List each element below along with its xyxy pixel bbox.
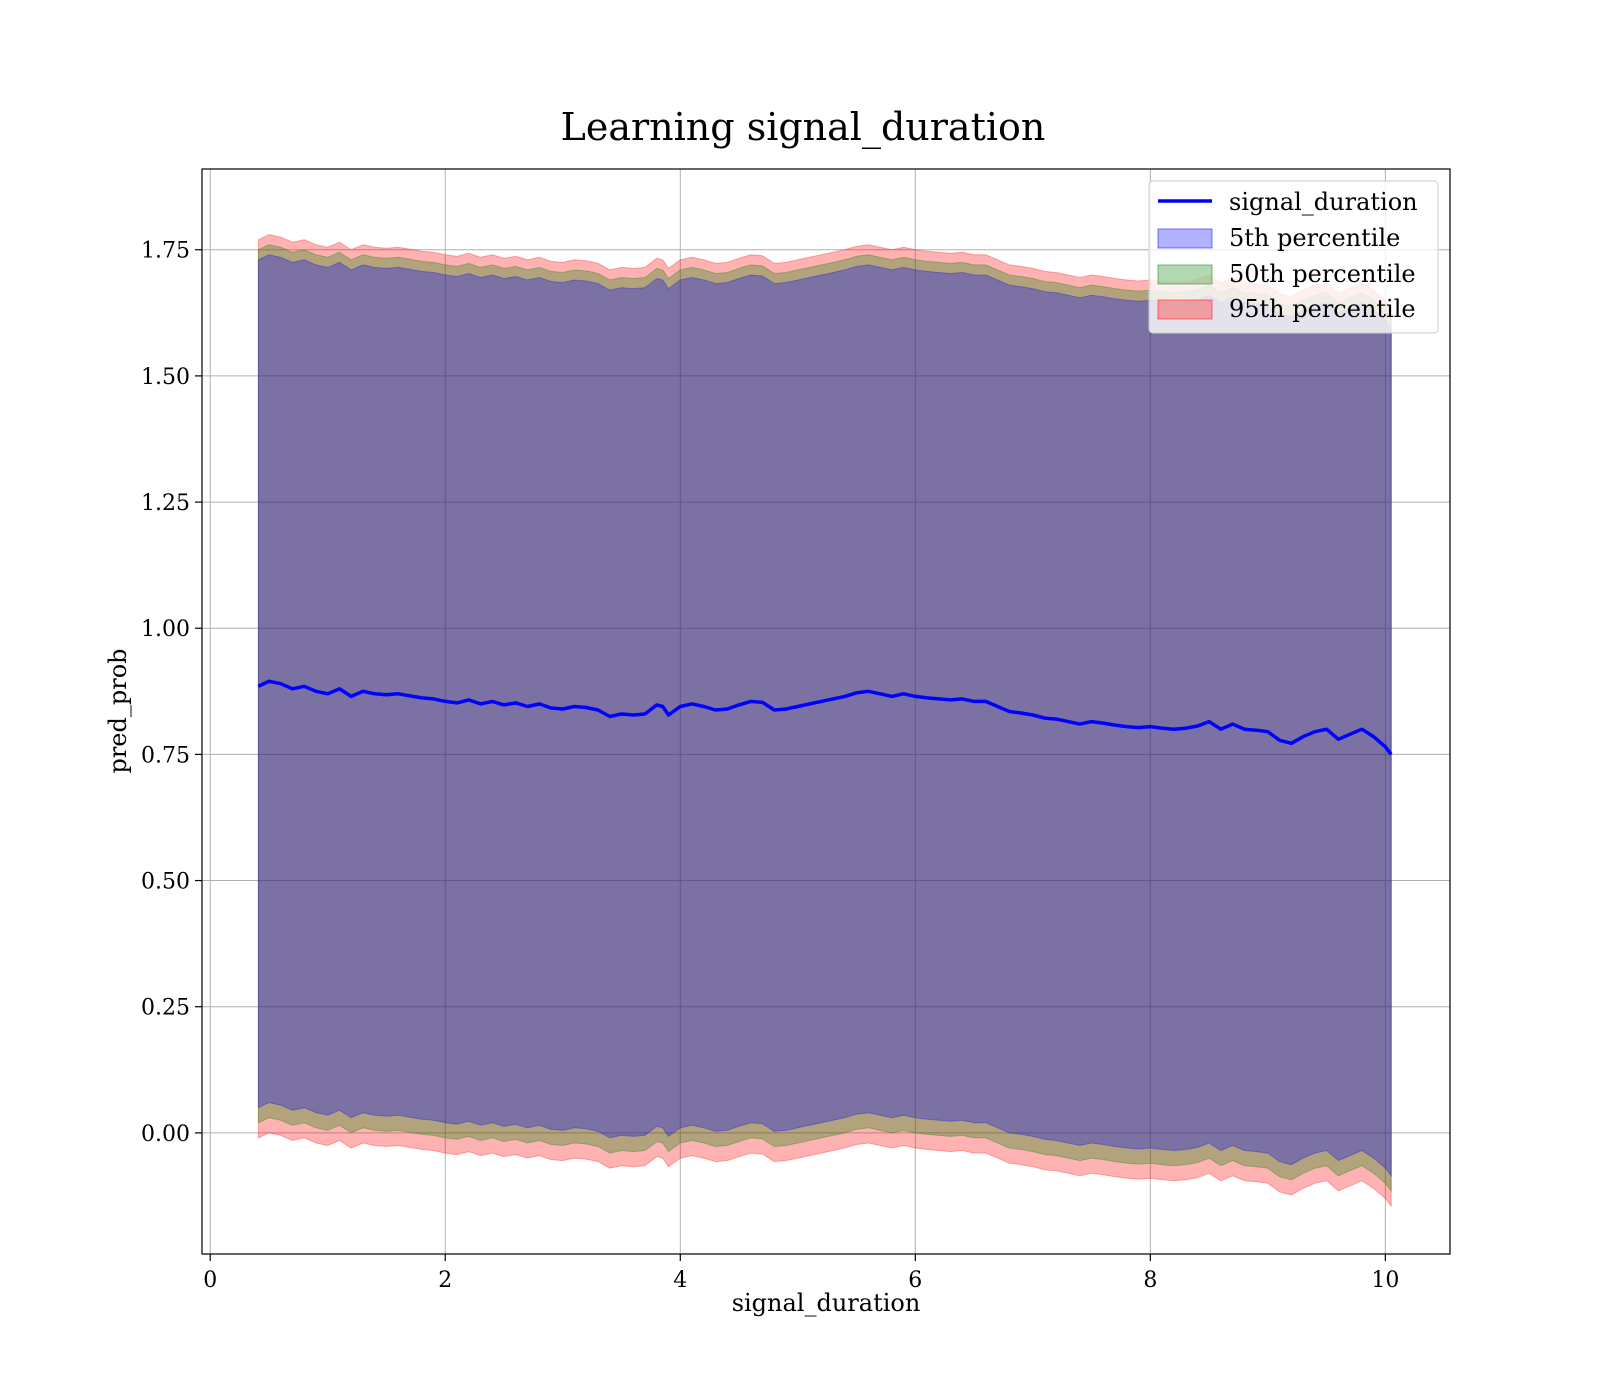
legend-label-50th-percentile: 50th percentile bbox=[1229, 260, 1416, 288]
legend-label-5th-percentile: 5th percentile bbox=[1229, 224, 1400, 252]
plot-area bbox=[202, 169, 1450, 1254]
legend: signal_duration 5th percentile 50th perc… bbox=[1148, 180, 1439, 334]
y-tick-label: 0.25 bbox=[141, 996, 190, 1021]
y-tick-label: 1.50 bbox=[141, 365, 190, 390]
x-axis-label: signal_duration bbox=[732, 1289, 921, 1317]
y-tick-label: 1.00 bbox=[141, 617, 190, 642]
legend-swatch-5th-percentile bbox=[1157, 228, 1213, 249]
y-axis-ticks: 0.00 0.25 0.50 0.75 1.00 1.25 1.50 1.75 bbox=[141, 239, 202, 1147]
x-tick-label: 10 bbox=[1371, 1268, 1399, 1293]
legend-swatch-95th-percentile bbox=[1157, 299, 1213, 320]
y-tick-label: 0.50 bbox=[141, 870, 190, 895]
chart-title: Learning signal_duration bbox=[561, 105, 1046, 150]
plot-frame bbox=[201, 168, 1451, 1255]
y-tick-label: 0.00 bbox=[141, 1122, 190, 1147]
x-tick-label: 6 bbox=[908, 1268, 922, 1293]
band-5th-percentile bbox=[257, 254, 1392, 1178]
line-signal-duration bbox=[257, 679, 1393, 756]
x-tick-label: 0 bbox=[203, 1268, 217, 1293]
legend-swatch-50th-percentile bbox=[1157, 264, 1213, 285]
y-tick-label: 1.25 bbox=[141, 491, 190, 516]
legend-box bbox=[1148, 180, 1439, 334]
x-tick-label: 8 bbox=[1143, 1268, 1157, 1293]
series-lines bbox=[257, 679, 1393, 756]
percentile-bands bbox=[257, 234, 1392, 1208]
band-50th-percentile bbox=[257, 244, 1392, 1193]
band-95th-percentile bbox=[257, 234, 1392, 1208]
legend-label-95th-percentile: 95th percentile bbox=[1229, 295, 1416, 323]
x-axis-ticks: 0 2 4 6 8 10 bbox=[203, 1254, 1399, 1293]
x-tick-label: 4 bbox=[673, 1268, 687, 1293]
y-tick-label: 0.75 bbox=[141, 743, 190, 768]
y-tick-label: 1.75 bbox=[141, 239, 190, 264]
y-axis-label: pred_prob bbox=[104, 648, 132, 773]
x-tick-label: 2 bbox=[438, 1268, 452, 1293]
grid bbox=[202, 169, 1450, 1254]
legend-label-signal-duration: signal_duration bbox=[1229, 188, 1418, 216]
